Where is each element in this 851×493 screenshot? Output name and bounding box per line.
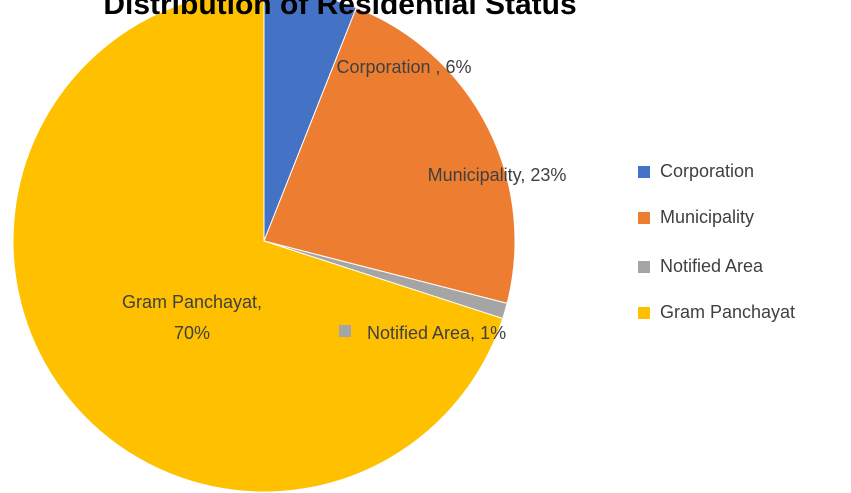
legend-label: Notified Area: [660, 256, 764, 276]
legend-swatch: [638, 307, 650, 319]
data-label: Municipality, 23%: [428, 165, 567, 185]
legend-swatch: [638, 166, 650, 178]
chart-title: Distribution of Residential Status: [103, 0, 576, 21]
data-label-key: [339, 325, 351, 337]
legend-swatch: [638, 261, 650, 273]
legend-label: Municipality: [660, 207, 754, 227]
data-label: Gram Panchayat,: [122, 292, 262, 312]
legend-label: Corporation: [660, 161, 754, 181]
pie-slice: [12, 0, 504, 493]
pie: [12, 0, 516, 493]
data-label: 70%: [174, 323, 210, 343]
pie-slice: [263, 6, 516, 305]
data-label: Notified Area, 1%: [367, 323, 506, 343]
legend-swatch: [638, 212, 650, 224]
legend-label: Gram Panchayat: [660, 302, 795, 322]
data-label: Corporation , 6%: [336, 57, 471, 77]
